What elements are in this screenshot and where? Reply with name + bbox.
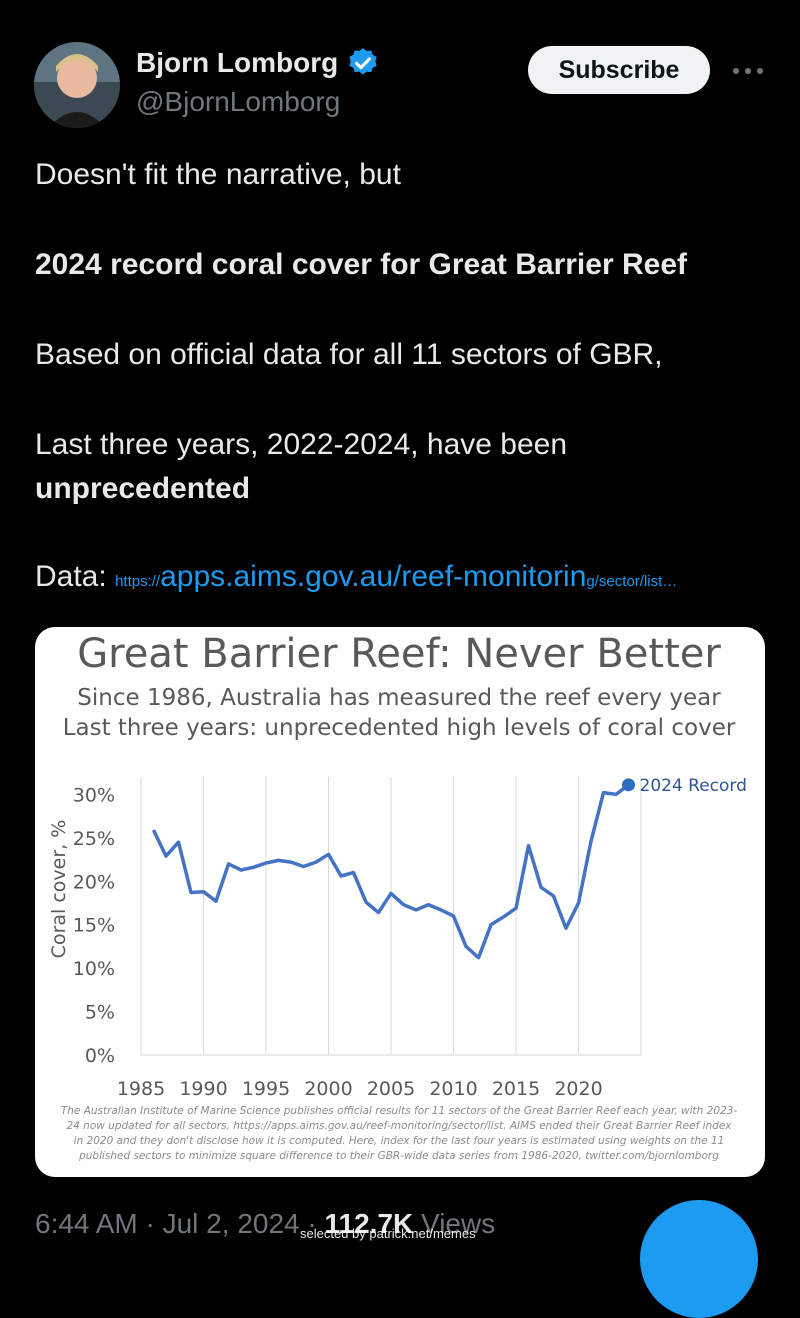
views-label: Views	[413, 1208, 496, 1239]
subscribe-button[interactable]: Subscribe	[528, 46, 710, 94]
y-tick-label: 10%	[73, 958, 115, 980]
tweet-headline: 2024 record coral cover for Great Barrie…	[35, 248, 687, 281]
y-tick-label: 20%	[73, 871, 115, 893]
chart-footnote-line: published sectors to minimize square dif…	[78, 1150, 719, 1162]
author-handle[interactable]: @BjornLomborg	[136, 86, 341, 117]
x-tick-label: 2015	[492, 1078, 540, 1100]
record-annotation: 2024 Record	[640, 776, 747, 796]
author-name-row[interactable]: Bjorn Lomborg	[136, 46, 380, 80]
chart-image-card[interactable]: Great Barrier Reef: Never Better Since 1…	[35, 627, 765, 1177]
coral-cover-line	[151, 783, 630, 960]
x-tick-label: 2010	[429, 1078, 477, 1100]
y-axis-ticks: 0% 5% 10% 15% 20% 25% 30%	[73, 784, 115, 1067]
chart-footnote-line: The Australian Institute of Marine Scien…	[61, 1105, 738, 1117]
tweet-emphasis: unprecedented	[35, 472, 251, 505]
compose-fab-button[interactable]	[640, 1200, 758, 1318]
chart-grid	[140, 777, 642, 1056]
y-tick-label: 5%	[85, 1002, 115, 1024]
chart-subtitle-2: Last three years: unprecedented high lev…	[63, 715, 736, 741]
data-source-link[interactable]: https://apps.aims.gov.au/reef-monitoring…	[115, 560, 677, 593]
link-main[interactable]: apps.aims.gov.au/reef-monitorin	[160, 560, 587, 593]
chart-footnote-line: in 2020 and they don't disclose how it i…	[74, 1135, 725, 1147]
y-tick-label: 0%	[85, 1045, 115, 1067]
more-options-icon[interactable]	[728, 56, 768, 86]
y-tick-label: 25%	[73, 828, 115, 850]
coral-cover-chart: Great Barrier Reef: Never Better Since 1…	[48, 631, 747, 1162]
tweet-meta: 6:44 AM · Jul 2, 2024 · 112.7K Views	[35, 1208, 495, 1240]
author-name[interactable]: Bjorn Lomborg	[136, 47, 339, 78]
verified-badge-icon	[349, 48, 377, 75]
views-count: 112.7K	[324, 1208, 414, 1239]
x-axis-ticks: 1985 1990 1995 2000 2005 2010 2015 2020	[117, 1078, 603, 1100]
chart-series	[151, 778, 635, 960]
x-tick-label: 1985	[117, 1078, 165, 1100]
y-tick-label: 15%	[73, 915, 115, 937]
chart-footnote-line: 24 now updated for all sectors, https://…	[66, 1120, 732, 1132]
tweet-text-line: Last three years, 2022-2024, have been	[35, 428, 568, 461]
data-label: Data:	[35, 560, 107, 593]
data-source-line: Data: https://apps.aims.gov.au/reef-moni…	[35, 560, 677, 594]
record-marker	[622, 778, 635, 792]
x-tick-label: 1995	[242, 1078, 290, 1100]
x-tick-label: 2020	[554, 1078, 602, 1100]
chart-title: Great Barrier Reef: Never Better	[77, 631, 721, 677]
y-axis-label: Coral cover, %	[48, 820, 70, 959]
chart-subtitle-1: Since 1986, Australia has measured the r…	[77, 685, 721, 711]
tweet-text-line: Based on official data for all 11 sector…	[35, 338, 663, 371]
y-tick-label: 30%	[73, 784, 115, 806]
tweet-text-line: Doesn't fit the narrative, but	[35, 158, 401, 191]
author-avatar[interactable]	[34, 42, 120, 128]
x-tick-label: 1990	[179, 1078, 227, 1100]
tweet-timestamp[interactable]: 6:44 AM · Jul 2, 2024 ·	[35, 1208, 325, 1239]
link-prefix[interactable]: https://	[115, 573, 161, 590]
x-tick-label: 2005	[367, 1078, 415, 1100]
watermark: selected by patrick.net/memes	[300, 1226, 476, 1241]
link-suffix[interactable]: g/sector/list…	[586, 573, 678, 590]
x-tick-label: 2000	[304, 1078, 352, 1100]
